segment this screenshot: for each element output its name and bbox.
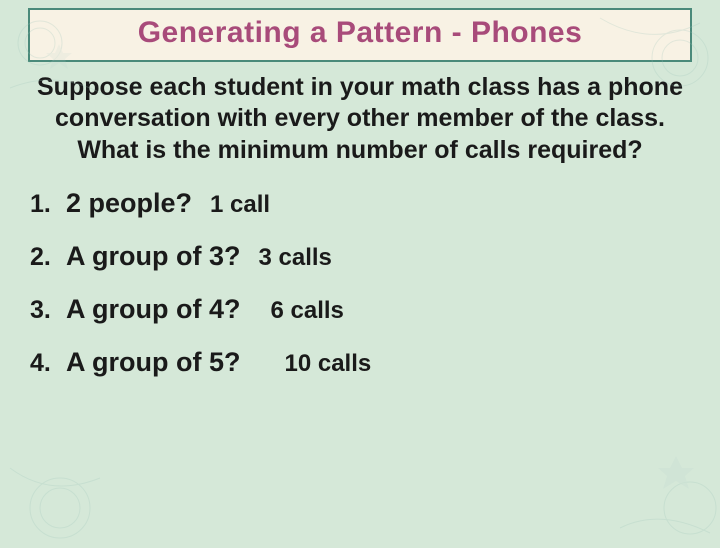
list-answer: 6 calls — [270, 297, 343, 325]
list-question: 2 people? — [66, 188, 192, 219]
list-number: 2. — [30, 243, 66, 272]
list-item: 1. 2 people? 1 call — [30, 188, 720, 219]
list-item: 2. A group of 3? 3 calls — [30, 241, 720, 272]
question-list: 1. 2 people? 1 call 2. A group of 3? 3 c… — [30, 188, 720, 378]
list-number: 3. — [30, 296, 66, 325]
prompt-text: Suppose each student in your math class … — [28, 72, 692, 166]
list-item: 4. A group of 5? 10 calls — [30, 347, 720, 378]
list-question: A group of 3? — [66, 241, 240, 272]
list-number: 4. — [30, 349, 66, 378]
list-item: 3. A group of 4? 6 calls — [30, 294, 720, 325]
title-box: Generating a Pattern - Phones — [28, 8, 692, 62]
list-number: 1. — [30, 190, 66, 219]
page-title: Generating a Pattern - Phones — [40, 16, 680, 50]
list-answer: 10 calls — [284, 350, 371, 378]
list-question: A group of 4? — [66, 294, 240, 325]
list-question: A group of 5? — [66, 347, 240, 378]
list-answer: 3 calls — [258, 244, 331, 272]
list-answer: 1 call — [210, 191, 270, 219]
